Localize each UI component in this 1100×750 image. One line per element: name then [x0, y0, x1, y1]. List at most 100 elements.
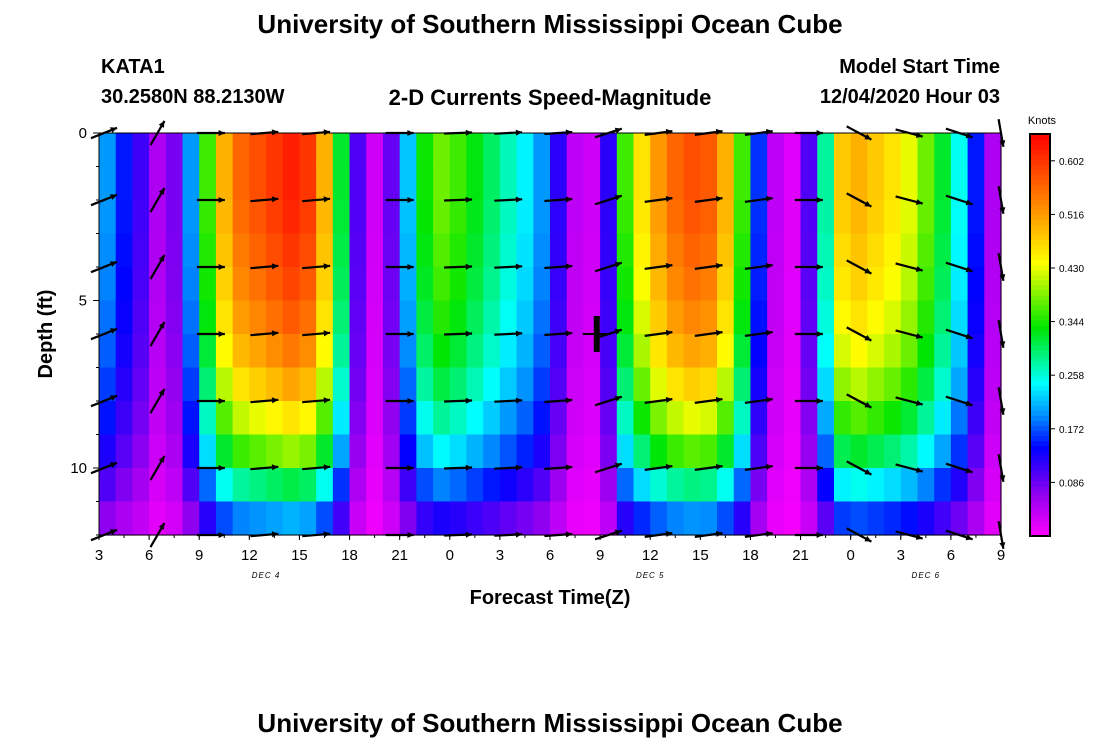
heatmap-cell	[800, 200, 818, 235]
heatmap-cell	[950, 501, 969, 536]
heatmap-cell	[967, 501, 985, 536]
colorbar-segment	[1030, 465, 1050, 472]
colorbar-segment	[1030, 365, 1050, 371]
heatmap-cell	[516, 200, 534, 235]
heatmap-cell	[950, 367, 969, 402]
heatmap-cell	[583, 401, 601, 436]
heatmap-cell	[533, 468, 551, 503]
heatmap-cell	[232, 401, 250, 436]
heatmap-cell	[349, 200, 367, 235]
heatmap-cell	[483, 200, 501, 235]
heatmap-cell	[900, 233, 919, 268]
heatmap-cell	[817, 334, 835, 369]
heatmap-cell	[382, 501, 401, 536]
heatmap-cell	[700, 401, 718, 436]
heatmap-cell	[232, 300, 250, 335]
heatmap-cell	[633, 267, 651, 302]
heatmap-cell	[215, 133, 234, 168]
heatmap-cell	[833, 468, 852, 503]
heatmap-cell	[199, 233, 217, 268]
current-vector-arrow	[945, 395, 973, 407]
heatmap-cell	[382, 367, 401, 402]
heatmap-cell	[483, 233, 501, 268]
heatmap-cell	[633, 233, 651, 268]
heatmap-cell	[867, 233, 885, 268]
colorbar-segment	[1030, 254, 1050, 261]
heatmap-cell	[950, 200, 969, 235]
heatmap-cell	[884, 367, 902, 402]
heatmap-cell	[266, 133, 284, 168]
colorbar-segment	[1030, 144, 1050, 150]
x-tick-label: 15	[291, 547, 308, 564]
heatmap-cell	[984, 233, 1002, 268]
colorbar-segment	[1030, 335, 1050, 341]
colorbar-tick-label: 0.602	[1059, 157, 1084, 168]
heatmap-cell	[165, 367, 184, 402]
current-vector-arrow	[846, 259, 872, 275]
colorbar-segment	[1030, 324, 1050, 331]
colorbar-segment	[1030, 134, 1050, 140]
heatmap-cell	[99, 200, 117, 235]
current-vector-arrow	[644, 329, 673, 337]
heatmap-cell	[466, 334, 484, 369]
current-vector-arrow	[794, 264, 823, 270]
current-vector-arrow	[744, 329, 773, 337]
heatmap-cell	[466, 367, 484, 402]
colorbar-segment	[1030, 410, 1050, 417]
heatmap-cell	[666, 267, 685, 302]
colorbar-segment	[1030, 515, 1050, 522]
heatmap-cell	[583, 166, 601, 201]
colorbar-segment	[1030, 159, 1050, 165]
current-vector-arrow	[90, 461, 118, 475]
heatmap-cell	[483, 133, 501, 168]
current-vector-arrow	[846, 326, 872, 342]
heatmap-cell	[149, 233, 167, 268]
heatmap-cell	[733, 367, 752, 402]
heatmap-cell	[583, 133, 601, 168]
heatmap-cell	[666, 233, 685, 268]
heatmap-cell	[416, 200, 434, 235]
heatmap-cell	[917, 133, 935, 168]
current-vector-arrow	[149, 455, 166, 481]
heatmap-cell	[700, 267, 718, 302]
colorbar-segment	[1030, 239, 1050, 246]
colorbar-segment	[1030, 375, 1050, 381]
colorbar-segment	[1030, 174, 1050, 180]
current-vector-arrow	[544, 464, 573, 471]
heatmap-cell	[282, 267, 301, 302]
heatmap-cell	[466, 401, 484, 436]
heatmap-cell	[700, 501, 718, 536]
heatmap-cell	[232, 133, 250, 168]
heatmap-cell	[733, 401, 752, 436]
heatmap-cell	[399, 133, 417, 168]
colorbar-segment	[1030, 470, 1050, 477]
heatmap-cell	[600, 401, 618, 436]
heatmap-cell	[800, 233, 818, 268]
heatmap-cell	[583, 434, 601, 469]
heatmap-cell	[783, 133, 802, 168]
current-vector-arrow	[794, 197, 823, 203]
heatmap-cell	[984, 401, 1002, 436]
heatmap-cell	[650, 166, 668, 201]
current-vector-arrow	[644, 463, 673, 471]
heatmap-cell	[516, 233, 534, 268]
heatmap-cell	[566, 468, 584, 503]
heatmap-cell	[449, 166, 468, 201]
heatmap-cell	[232, 468, 250, 503]
heatmap-cell	[533, 334, 551, 369]
heatmap-cell	[934, 267, 952, 302]
heatmap-cell	[132, 166, 150, 201]
heatmap-cell	[800, 300, 818, 335]
heatmap-cell	[984, 166, 1002, 201]
heatmap-cell	[950, 401, 969, 436]
heatmap-cell	[683, 200, 701, 235]
heatmap-cell	[717, 200, 735, 235]
heatmap-cell	[182, 267, 200, 302]
current-vector-arrow	[494, 196, 523, 203]
heatmap-cell	[583, 501, 601, 536]
heatmap-cell	[449, 501, 468, 536]
heatmap-cell	[449, 300, 468, 335]
heatmap-cell	[817, 267, 835, 302]
colorbar-segment	[1030, 269, 1050, 276]
heatmap-cell	[633, 200, 651, 235]
